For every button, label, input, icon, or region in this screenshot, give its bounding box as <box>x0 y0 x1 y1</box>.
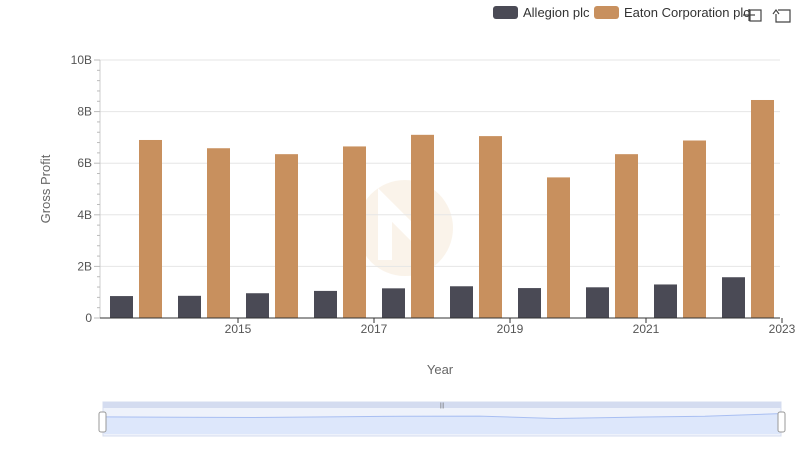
bar-eaton-2016[interactable] <box>275 154 298 318</box>
legend: Allegion plc Eaton Corporation plc <box>493 5 750 20</box>
watermark-logo <box>357 180 453 276</box>
legend-item-allegion[interactable]: Allegion plc <box>493 5 590 20</box>
bars <box>110 99 774 319</box>
bar-eaton-2014[interactable] <box>139 139 162 318</box>
navigator-series-area <box>104 413 780 434</box>
bar-allegion-2020[interactable] <box>518 288 541 318</box>
reset-arrow-icon[interactable] <box>772 9 791 23</box>
x-tick-label: 2017 <box>361 322 388 336</box>
bar-allegion-2022[interactable] <box>654 284 677 318</box>
bar-eaton-2015[interactable] <box>207 148 230 318</box>
x-tick-label: 2021 <box>633 322 660 336</box>
legend-label-allegion: Allegion plc <box>523 5 590 20</box>
navigator-grip-icon[interactable]: ||| <box>440 403 445 409</box>
bar-allegion-2018[interactable] <box>382 288 405 318</box>
legend-swatch-eaton <box>594 6 619 19</box>
x-tick-label: 2023 <box>769 322 796 336</box>
bar-eaton-2017[interactable] <box>343 146 366 318</box>
legend-swatch-allegion <box>493 6 518 19</box>
bar-eaton-2022[interactable] <box>683 140 706 318</box>
bar-allegion-2021[interactable] <box>586 287 609 318</box>
navigator-series-line <box>103 413 781 420</box>
x-tick-label: 2015 <box>225 322 252 336</box>
y-tick-label: 4B <box>77 208 92 222</box>
navigator-selection[interactable] <box>103 402 781 408</box>
range-navigator[interactable]: ||| <box>98 401 786 437</box>
x-axis: 2015 2017 2019 2021 2023 <box>100 317 796 336</box>
x-axis-title: Year <box>427 362 454 377</box>
bar-eaton-2023[interactable] <box>751 99 774 319</box>
navigator-left-handle[interactable] <box>98 411 107 433</box>
bar-eaton-2019[interactable] <box>479 136 502 318</box>
legend-item-eaton[interactable]: Eaton Corporation plc <box>594 5 750 20</box>
x-tick-label: 2019 <box>497 322 524 336</box>
bar-allegion-2019[interactable] <box>450 286 473 318</box>
y-tick-label: 8B <box>77 105 92 119</box>
crosshair-zoom-icon[interactable] <box>743 9 762 22</box>
bar-eaton-2018[interactable] <box>411 134 434 318</box>
bar-allegion-2017[interactable] <box>314 290 337 318</box>
y-tick-label: 10B <box>71 53 92 67</box>
y-tick-label: 0 <box>85 311 92 325</box>
bar-allegion-2023[interactable] <box>722 277 745 318</box>
y-tick-label: 6B <box>77 156 92 170</box>
gridlines <box>100 59 780 319</box>
bar-allegion-2015[interactable] <box>178 295 201 318</box>
bar-eaton-2021[interactable] <box>615 154 638 318</box>
bar-allegion-2016[interactable] <box>246 293 269 318</box>
bar-eaton-2020[interactable] <box>547 177 570 318</box>
y-tick-label: 2B <box>77 259 92 273</box>
y-axis: 0 2B 4B 6B 8B 10B <box>71 53 101 325</box>
bar-allegion-2014[interactable] <box>110 296 133 318</box>
y-axis-title: Gross Profit <box>38 154 53 223</box>
legend-label-eaton: Eaton Corporation plc <box>624 5 750 20</box>
navigator-right-handle[interactable] <box>777 411 786 433</box>
